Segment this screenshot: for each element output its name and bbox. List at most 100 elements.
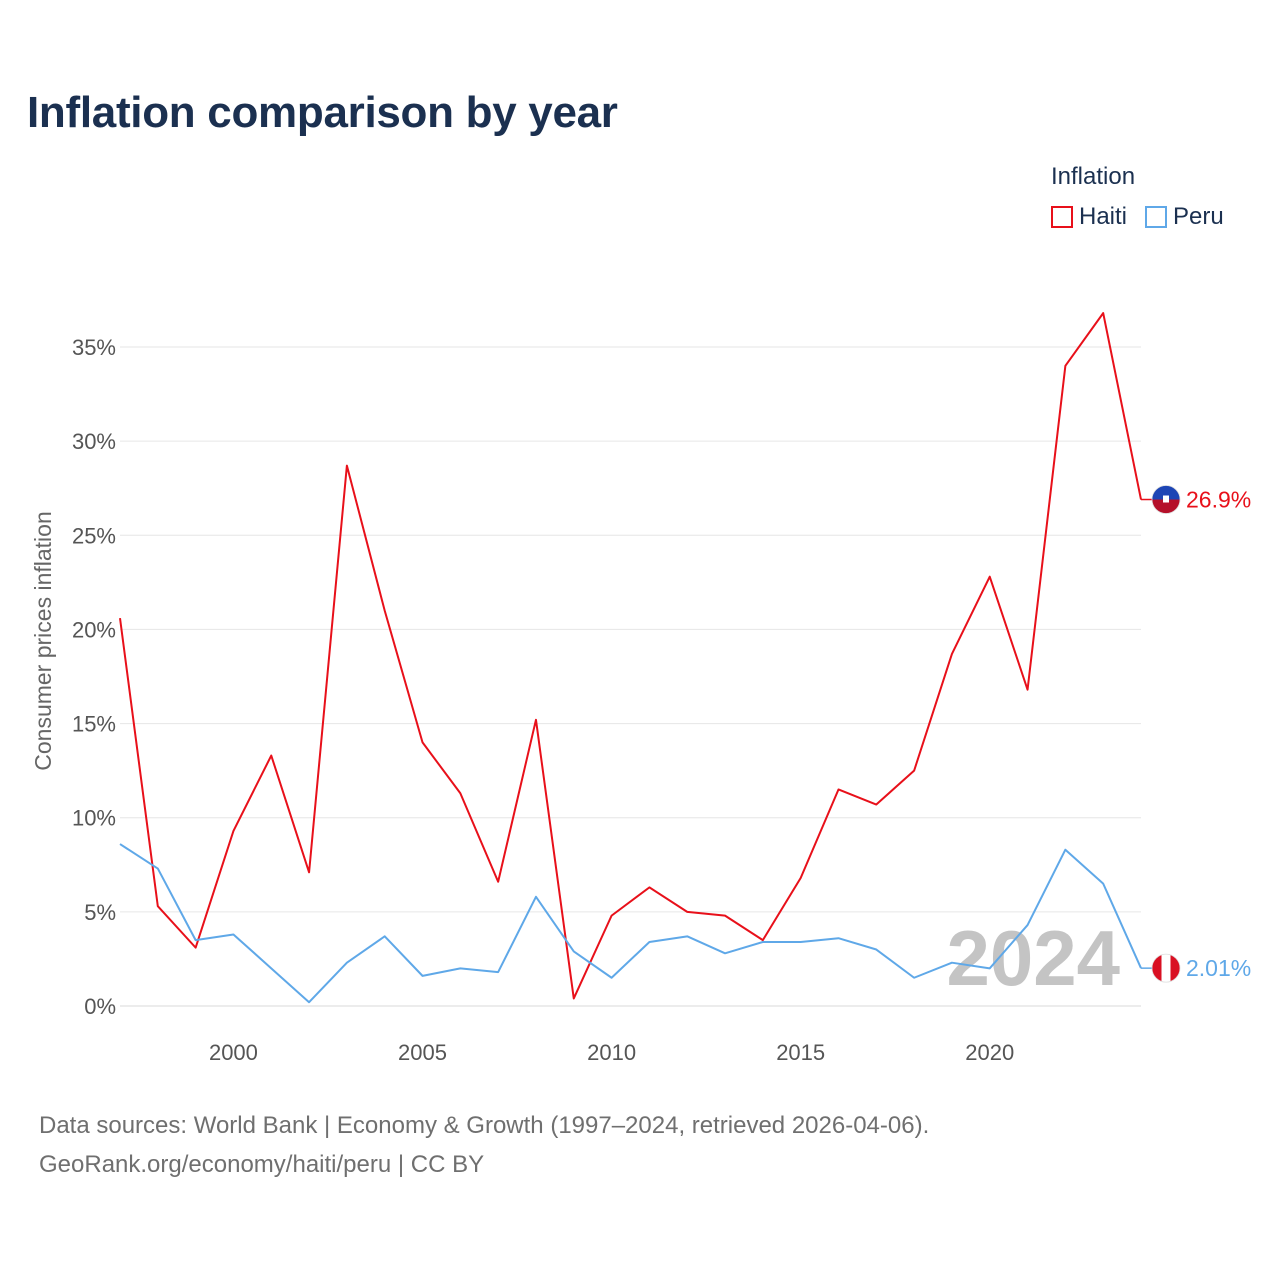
year-watermark: 2024 (946, 914, 1120, 1002)
data-point-haiti (610, 914, 614, 918)
data-point-peru (761, 940, 765, 944)
data-point-haiti (950, 652, 954, 656)
data-point-haiti (534, 718, 538, 722)
data-point-peru (118, 842, 122, 846)
data-point-peru (912, 976, 916, 980)
series-lines (118, 311, 1142, 1004)
data-point-haiti (912, 769, 916, 773)
data-point-peru (307, 1000, 311, 1004)
data-point-peru (1063, 848, 1067, 852)
data-point-haiti (647, 885, 651, 889)
line-chart: 0%5%10%15%20%25%30%35% 2000 2005 2010 2015 2… (30, 311, 1251, 1065)
data-point-peru (534, 895, 538, 899)
data-point-haiti (836, 787, 840, 791)
data-point-peru (685, 934, 689, 938)
data-point-haiti (269, 754, 273, 758)
x-tick-label: 2015 (776, 1040, 825, 1065)
end-value-label-haiti: 26.9% (1186, 487, 1251, 513)
data-point-peru (874, 948, 878, 952)
data-point-peru (950, 961, 954, 965)
flag-outline (1151, 953, 1181, 983)
x-tick-label: 2020 (965, 1040, 1014, 1065)
data-point-peru (156, 867, 160, 871)
data-point-haiti (458, 791, 462, 795)
y-axis-label: Consumer prices inflation (30, 511, 56, 771)
flag-stripe (1152, 499, 1180, 514)
legend-swatch-peru (1145, 206, 1168, 228)
footer-sources: Data sources: World Bank | Economy & Gro… (39, 1112, 930, 1139)
data-point-haiti (345, 464, 349, 468)
flag-fill (1152, 954, 1180, 983)
series-line-haiti (119, 312, 1142, 1000)
flag-stripe (1152, 954, 1162, 983)
data-point-haiti (194, 946, 198, 950)
data-point-haiti (231, 829, 235, 833)
data-point-peru (610, 976, 614, 980)
data-point-peru (194, 938, 198, 942)
data-point-haiti (988, 575, 992, 579)
flag-emblem (1163, 495, 1169, 503)
x-tick-label: 2005 (398, 1040, 447, 1065)
legend-label-peru: Peru (1173, 203, 1224, 230)
data-point-peru (231, 932, 235, 936)
data-point-haiti (572, 996, 576, 1000)
y-tick-label: 20% (72, 617, 116, 642)
data-point-peru (723, 951, 727, 955)
data-point-haiti (1063, 364, 1067, 368)
y-tick-label: 35% (72, 335, 116, 360)
x-axis-ticks: 2000 2005 2010 2015 2020 (209, 1040, 1014, 1065)
data-point-haiti (799, 876, 803, 880)
legend: Inflation Haiti Peru (1051, 163, 1224, 231)
data-point-peru (345, 961, 349, 965)
footer: Data sources: World Bank | Economy & Gro… (39, 1106, 929, 1184)
footer-link[interactable]: GeoRank.org/economy/haiti/peru | CC BY (39, 1151, 485, 1178)
data-point-haiti (421, 740, 425, 744)
data-point-haiti (1026, 688, 1030, 692)
data-point-peru (799, 940, 803, 944)
data-point-haiti (1101, 311, 1105, 315)
legend-title: Inflation (1051, 163, 1136, 190)
gridlines (120, 346, 1141, 1007)
data-point-haiti (723, 914, 727, 918)
data-point-peru (988, 966, 992, 970)
y-tick-label: 25% (72, 523, 116, 548)
flag-stripe (1170, 954, 1180, 983)
y-tick-label: 30% (72, 429, 116, 454)
x-tick-label: 2010 (587, 1040, 636, 1065)
data-point-peru (647, 940, 651, 944)
data-point-peru (572, 949, 576, 953)
y-axis-ticks: 0% 5% 10% 15% 20% 25% 30% 35% (72, 335, 116, 1019)
flag-outline (1151, 485, 1181, 514)
data-point-haiti (307, 870, 311, 874)
peru-flag-icon (1151, 953, 1181, 983)
legend-label-haiti: Haiti (1079, 203, 1128, 230)
legend-swatch-haiti (1051, 206, 1073, 228)
flag-fill (1152, 485, 1180, 514)
data-point-peru (1101, 882, 1105, 886)
haiti-flag-icon (1151, 485, 1181, 514)
data-point-peru (1026, 923, 1030, 927)
y-tick-label: 10% (72, 806, 116, 831)
y-tick-label: 0% (84, 994, 116, 1019)
page-title: Inflation comparison by year (27, 88, 618, 137)
data-point-haiti (496, 880, 500, 884)
flag-stripe (1152, 485, 1180, 500)
data-point-haiti (118, 616, 122, 620)
data-point-haiti (874, 803, 878, 807)
end-markers: 26.9% 2.01% (1141, 485, 1251, 983)
data-point-peru (269, 966, 273, 970)
x-tick-label: 2000 (209, 1040, 258, 1065)
data-point-peru (458, 966, 462, 970)
y-tick-label: 5% (84, 900, 116, 925)
y-tick-label: 15% (72, 712, 116, 737)
data-point-peru (421, 974, 425, 978)
data-point-haiti (685, 910, 689, 914)
series-line-peru (119, 843, 1142, 1004)
legend-item-peru[interactable]: Peru (1145, 203, 1224, 231)
data-point-peru (383, 934, 387, 938)
legend-item-haiti[interactable]: Haiti (1051, 203, 1127, 231)
data-point-peru (836, 936, 840, 940)
data-point-peru (496, 970, 500, 974)
end-value-label-peru: 2.01% (1186, 955, 1251, 981)
data-point-haiti (383, 609, 387, 613)
